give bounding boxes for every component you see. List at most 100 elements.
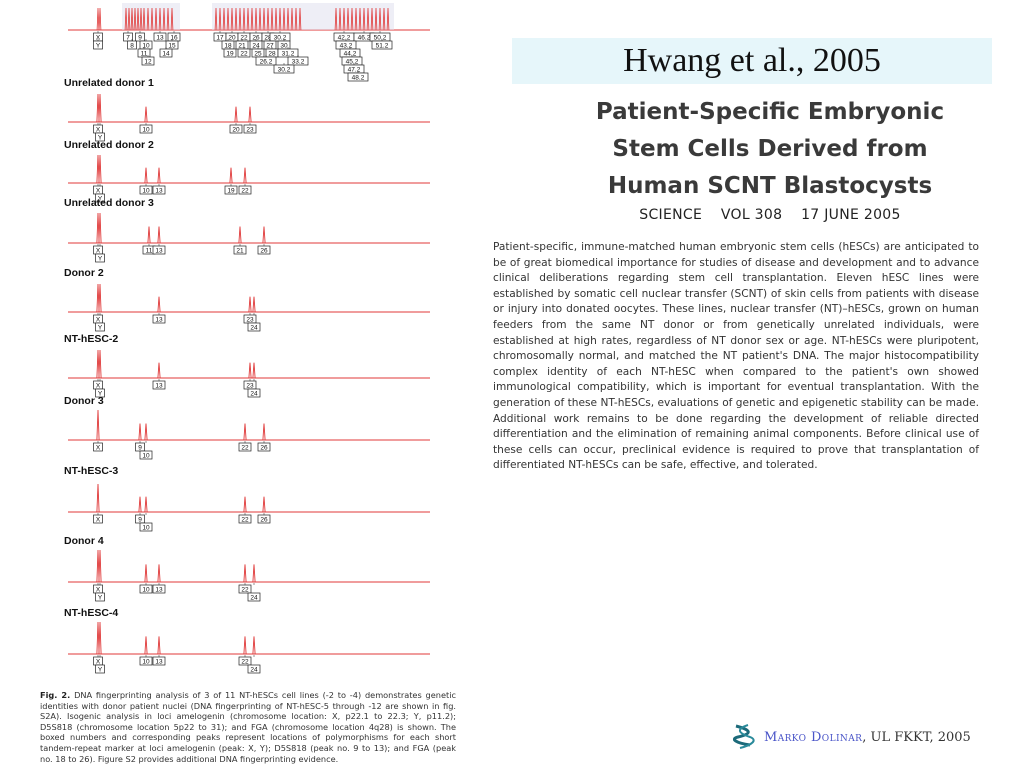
- sample-peak: [147, 226, 151, 244]
- ladder-peak: [238, 7, 242, 31]
- ladder-peak: [378, 7, 382, 31]
- sample-peak: [229, 167, 233, 184]
- ladder-peak: [342, 7, 346, 31]
- ladder-peak: [274, 7, 278, 31]
- paper-title: Patient-Specific Embryonic Stem Cells De…: [560, 94, 980, 205]
- sample-peak: [243, 564, 247, 583]
- allele-tag-label: 43.2: [340, 42, 353, 49]
- allele-tag-label: 28: [264, 34, 272, 41]
- allele-tag-label: 9: [138, 444, 142, 451]
- allele-tag-label: 23: [246, 126, 254, 133]
- ladder-peak: [374, 7, 378, 31]
- allele-tag-label: 27: [266, 42, 274, 49]
- ladder-peak: [286, 7, 290, 31]
- allele-tag-label: 51.2: [376, 42, 389, 49]
- allele-tag-label: 9: [138, 516, 142, 523]
- sample-peak: [243, 496, 247, 513]
- sample-peak: [96, 93, 100, 123]
- sample-peak: [243, 636, 247, 655]
- ladder-peak: [96, 7, 100, 31]
- allele-tag-label: X: [96, 444, 101, 451]
- allele-tag-label: 13: [155, 658, 163, 665]
- sample-peak: [98, 93, 102, 123]
- allele-tag-label: 25: [254, 50, 262, 57]
- ladder-peak: [234, 7, 238, 31]
- ladder-peak: [346, 7, 350, 31]
- ladder-peak: [98, 7, 102, 31]
- sample-peak: [98, 154, 102, 184]
- allele-tag-box: [159, 48, 173, 58]
- sample-peak: [96, 549, 100, 583]
- ladder-peak: [150, 7, 154, 31]
- ladder-peak: [298, 7, 302, 31]
- allele-tag-box: [93, 442, 103, 452]
- allele-tag-box: [229, 124, 243, 134]
- allele-tag-label: 10: [142, 452, 150, 459]
- ladder-peak: [366, 7, 370, 31]
- paper-title-line: Stem Cells Derived from: [612, 136, 928, 162]
- ladder-peak: [358, 7, 362, 31]
- allele-tag-label: 20: [232, 126, 240, 133]
- sample-row-label: NT-hESC-2: [64, 333, 118, 345]
- paper-abstract: Patient-specific, immune-matched human e…: [493, 241, 979, 472]
- allele-tag-label: 17: [216, 34, 224, 41]
- allele-tag-box: [139, 124, 153, 134]
- allele-tag-box: [95, 592, 105, 602]
- ladder-peak: [386, 7, 390, 31]
- allele-tag-box: [93, 40, 103, 50]
- ladder-peak: [354, 7, 358, 31]
- allele-tag-label: 9: [138, 34, 142, 41]
- allele-tag-label: Y: [96, 42, 101, 49]
- allele-tag-box: [224, 185, 238, 195]
- allele-tag-label: Y: [98, 594, 103, 601]
- allele-tag-label: 21: [236, 247, 244, 254]
- paper-title-line: Patient-Specific Embryonic: [595, 99, 945, 125]
- sample-peak: [248, 296, 252, 313]
- sample-peak: [248, 362, 252, 379]
- ladder-peak: [262, 7, 266, 31]
- sample-peak: [138, 423, 142, 441]
- ladder-peak: [282, 7, 286, 31]
- allele-tag-box: [238, 514, 252, 524]
- ladder-peak: [127, 7, 131, 31]
- journal-date: 17 JUNE 2005: [801, 207, 901, 223]
- ladder-peak: [166, 7, 170, 31]
- allele-tag-label: 11: [141, 50, 148, 57]
- sample-peak: [144, 423, 148, 441]
- sample-row-label: Donor 4: [64, 535, 104, 547]
- sample-peak: [248, 106, 252, 123]
- sample-peak: [144, 167, 148, 184]
- sample-peak: [144, 106, 148, 123]
- allele-tag-label: 24: [250, 594, 258, 601]
- sample-peak: [96, 621, 100, 655]
- sample-peak: [98, 283, 102, 313]
- allele-tag-label: Y: [98, 195, 103, 202]
- allele-tag-box: [95, 388, 105, 398]
- allele-tag-box: [139, 522, 153, 532]
- allele-tag-box: [273, 64, 295, 74]
- dna-helix-logo-icon: [733, 724, 755, 749]
- allele-tag-label: 10: [142, 524, 150, 531]
- sample-peak: [96, 349, 100, 379]
- allele-tag-box: [152, 185, 166, 195]
- journal-name: SCIENCE: [639, 207, 703, 223]
- ladder-peak: [226, 7, 230, 31]
- allele-tag-label: X: [96, 516, 101, 523]
- allele-tag-box: [152, 245, 166, 255]
- allele-tag-box: [257, 442, 271, 452]
- sample-peak: [157, 296, 161, 313]
- allele-tag-box: [93, 514, 103, 524]
- allele-tag-label: 14: [162, 50, 170, 57]
- sample-peak: [98, 212, 102, 244]
- allele-tag-label: 13: [155, 187, 163, 194]
- ladder-peak: [124, 7, 128, 31]
- sample-peak: [98, 349, 102, 379]
- sample-peak: [243, 423, 247, 441]
- ladder-peak: [133, 7, 137, 31]
- allele-tag-box: [152, 314, 166, 324]
- sample-peak: [157, 636, 161, 655]
- allele-tag-label: 33.2: [292, 58, 305, 65]
- ladder-peak: [242, 7, 246, 31]
- allele-tag-label: 46.2: [358, 34, 371, 41]
- sample-peak: [157, 362, 161, 379]
